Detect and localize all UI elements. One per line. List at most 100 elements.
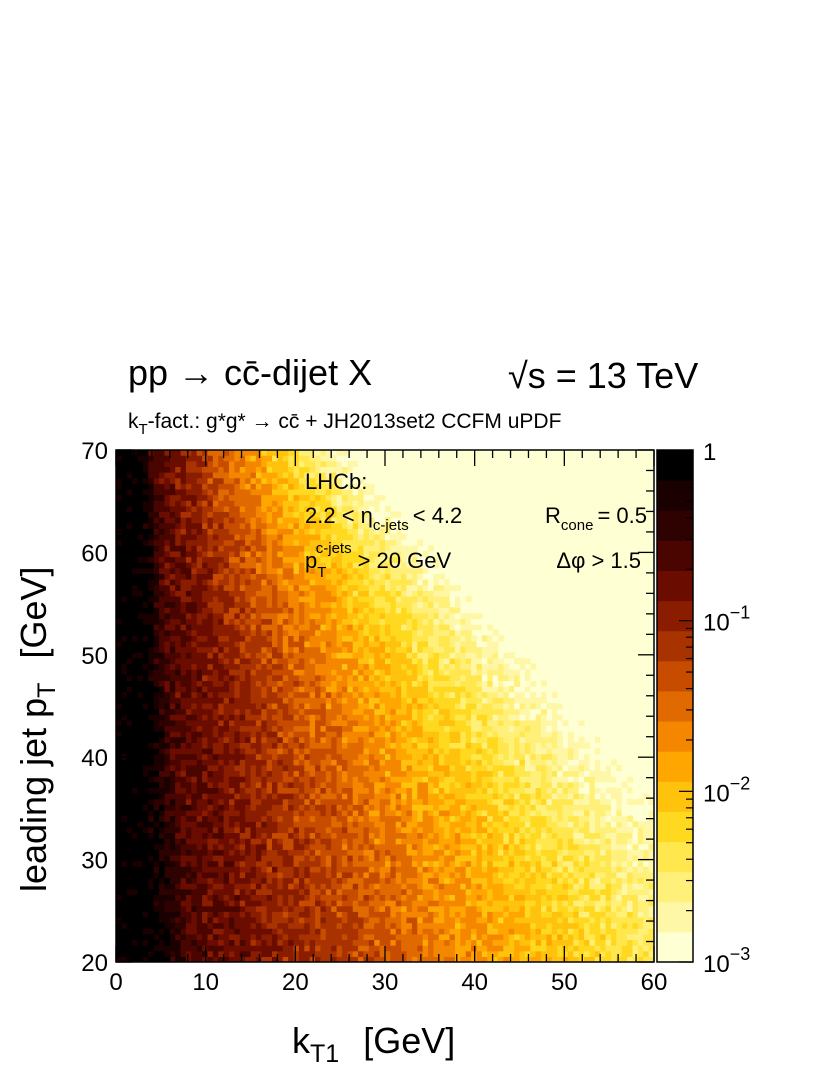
heatmap-cell: [191, 691, 198, 698]
heatmap-cell: [379, 933, 386, 941]
heatmap-cell: [358, 776, 365, 783]
heatmap-cell: [454, 697, 461, 704]
heatmap-cell: [524, 838, 531, 845]
heatmap-cell: [347, 900, 354, 907]
heatmap-cell: [374, 725, 381, 732]
heatmap-cell: [567, 798, 574, 805]
heatmap-cell: [503, 798, 510, 805]
heatmap-cell: [600, 956, 607, 962]
heatmap-cell: [298, 815, 305, 822]
heatmap-cell: [255, 838, 262, 845]
heatmap-cell: [379, 714, 386, 721]
heatmap-cell: [245, 939, 252, 946]
heatmap-cell: [126, 883, 133, 890]
heatmap-cell: [379, 877, 386, 884]
heatmap-cell: [487, 725, 494, 732]
heatmap-cell: [358, 759, 365, 766]
heatmap-cell: [234, 821, 241, 828]
heatmap-cell: [142, 860, 149, 867]
heatmap-cell: [562, 776, 569, 783]
heatmap-cell: [347, 770, 354, 777]
heatmap-cell: [358, 680, 365, 687]
heatmap-cell: [153, 787, 160, 794]
heatmap-cell: [390, 793, 397, 800]
heatmap-cell: [239, 888, 246, 896]
heatmap-cell: [497, 793, 504, 800]
heatmap-cell: [282, 911, 289, 918]
heatmap-cell: [341, 781, 348, 789]
heatmap-cell: [341, 753, 348, 760]
heatmap-cell: [530, 781, 537, 789]
heatmap-cell: [492, 691, 499, 698]
heatmap-cell: [578, 753, 585, 760]
heatmap-cell: [121, 883, 128, 890]
heatmap-cell: [298, 776, 305, 783]
heatmap-cell: [341, 911, 348, 918]
heatmap-cell: [331, 759, 338, 766]
heatmap-cell: [465, 714, 472, 721]
heatmap-cell: [320, 933, 327, 941]
heatmap-cell: [266, 950, 273, 957]
heatmap-cell: [395, 686, 402, 693]
heatmap-cell: [341, 860, 348, 867]
heatmap-cell: [288, 922, 295, 929]
heatmap-cell: [325, 674, 332, 681]
heatmap-cell: [250, 905, 257, 912]
heatmap-cell: [503, 747, 510, 755]
heatmap-cell: [250, 866, 257, 873]
heatmap-cell: [234, 809, 241, 817]
heatmap-cell: [460, 843, 467, 850]
heatmap-cell: [594, 832, 601, 839]
heatmap-cell: [594, 821, 601, 828]
heatmap-cell: [390, 697, 397, 704]
heatmap-cell: [218, 759, 225, 766]
heatmap-cell: [142, 815, 149, 822]
heatmap-cell: [148, 939, 155, 946]
heatmap-cell: [239, 764, 246, 772]
heatmap-cell: [304, 905, 311, 912]
heatmap-cell: [417, 905, 424, 912]
heatmap-cell: [325, 680, 332, 687]
heatmap-cell: [347, 702, 354, 710]
heatmap-cell: [578, 928, 585, 935]
heatmap-cell: [497, 781, 504, 789]
heatmap-cell: [228, 939, 235, 946]
heatmap-cell: [535, 736, 542, 743]
heatmap-cell: [255, 821, 262, 828]
heatmap-cell: [153, 804, 160, 811]
heatmap-cell: [417, 838, 424, 845]
heatmap-cell: [255, 697, 262, 704]
heatmap-cell: [395, 866, 402, 873]
heatmap-cell: [503, 697, 510, 704]
heatmap-cell: [627, 956, 634, 962]
heatmap-cell: [438, 928, 445, 935]
heatmap-cell: [546, 849, 553, 856]
heatmap-cell: [481, 933, 488, 941]
heatmap-cell: [266, 809, 273, 817]
heatmap-cell: [272, 939, 278, 946]
heatmap-cell: [148, 776, 155, 783]
heatmap-cell: [594, 787, 601, 794]
heatmap-cell: [643, 939, 650, 946]
heatmap-cell: [239, 832, 246, 839]
heatmap-cell: [352, 821, 359, 828]
heatmap-cell: [428, 697, 435, 704]
heatmap-cell: [304, 753, 311, 760]
heatmap-cell: [207, 922, 214, 929]
heatmap-cell: [293, 911, 300, 918]
heatmap-cell: [444, 764, 451, 772]
heatmap-cell: [578, 787, 585, 794]
heatmap-cell: [185, 736, 192, 743]
heatmap-cell: [255, 798, 262, 805]
heatmap-cell: [234, 832, 241, 839]
heatmap-cell: [126, 798, 133, 805]
heatmap-cell: [207, 742, 214, 749]
heatmap-cell: [169, 725, 176, 732]
heatmap-cell: [363, 922, 370, 929]
heatmap-cell: [169, 883, 176, 890]
heatmap-cell: [385, 832, 391, 839]
heatmap-cell: [121, 809, 128, 817]
heatmap-cell: [121, 731, 128, 738]
heatmap-cell: [546, 956, 553, 962]
heatmap-cell: [632, 753, 639, 760]
